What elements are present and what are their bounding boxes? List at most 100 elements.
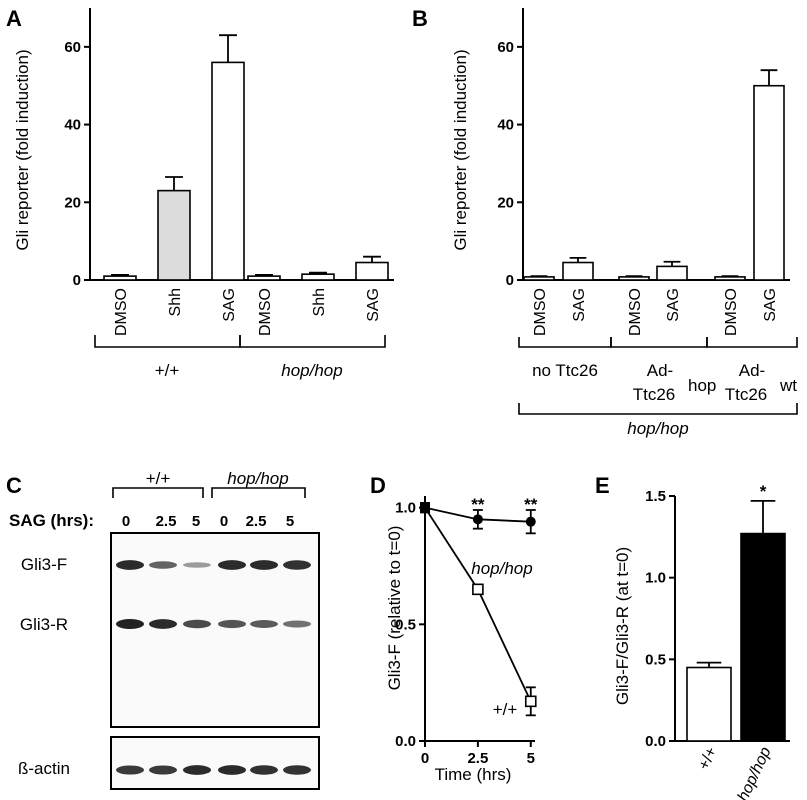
panel-a-category-label: SAG xyxy=(365,288,382,322)
panel-d-significance: ** xyxy=(524,495,538,514)
blot-sag-row-label: SAG (hrs): xyxy=(9,511,94,530)
blot-lane-label: 5 xyxy=(192,513,200,530)
blot-band-label: Gli3-F xyxy=(21,555,67,574)
panel-b-bar xyxy=(562,261,594,281)
panel-d-ytick-label: 0.5 xyxy=(395,616,416,633)
panel-e-category-label: +/+ xyxy=(695,745,720,773)
panel-e-category-label: hop/hop xyxy=(735,744,775,800)
panel-a-bar xyxy=(301,273,335,281)
panel-a-bar xyxy=(103,275,137,281)
panel-b-group-bracket xyxy=(706,337,798,348)
blot-band-label: ß-actin xyxy=(18,759,70,778)
panel-e-ytick-label: 1.0 xyxy=(645,570,666,587)
panel-b-ylabel: Gli reporter (fold induction) xyxy=(451,49,470,250)
panel-d-wt-line xyxy=(424,507,532,702)
panel-b-group-label: Ad- xyxy=(647,361,673,380)
panel-b-ytick-label: 60 xyxy=(497,39,514,56)
panel-b-chart: Gli reporter (fold induction) 0 20 40 60 DMS… xyxy=(451,8,798,438)
panel-a-bar xyxy=(157,189,191,281)
panel-b-category-label: SAG xyxy=(762,288,779,322)
panel-d-series-label: hop/hop xyxy=(471,559,532,578)
panel-b-category-label: SAG xyxy=(571,288,588,322)
panel-e-bar xyxy=(740,532,786,742)
panel-b-outer-group-label: hop/hop xyxy=(627,419,688,438)
blot-lane-label: 2.5 xyxy=(156,513,177,530)
blot-gli3r-band xyxy=(116,619,144,629)
blot-band-label: Gli3-R xyxy=(20,615,68,634)
blot-group-bracket xyxy=(112,487,204,498)
panel-b-category-label: DMSO xyxy=(627,288,644,336)
panel-d-xtick-label: 0 xyxy=(421,750,429,767)
panel-e-ytick-label: 1.5 xyxy=(645,488,666,505)
blot-lane-label: 5 xyxy=(286,513,294,530)
panel-b-outer-bracket xyxy=(518,403,798,415)
blot-gli3f-band xyxy=(218,560,246,570)
blot-gli3f-band xyxy=(183,562,211,568)
panel-b-category-label: DMSO xyxy=(532,288,549,336)
panel-b-ytick-label: 40 xyxy=(497,117,514,134)
panel-a-bar xyxy=(355,261,389,281)
panel-a-bar xyxy=(211,61,245,281)
panel-d-ylabel: Gli3-F (relative to t=0) xyxy=(385,526,404,691)
panel-b-bar xyxy=(753,84,785,281)
blot-lane-label: 0 xyxy=(122,513,130,530)
panel-b-bar xyxy=(523,276,555,281)
blot-actin-band xyxy=(250,765,278,775)
panel-label-b: B xyxy=(412,6,428,31)
panel-label-e: E xyxy=(595,473,610,498)
panel-b-ytick-label: 0 xyxy=(506,272,514,289)
blot-gli3f-band xyxy=(283,560,311,570)
panel-a-ytick-label: 20 xyxy=(64,194,81,211)
blot-actin-band xyxy=(283,765,311,775)
panel-label-d: D xyxy=(370,473,386,498)
blot-group-label: hop/hop xyxy=(227,469,288,488)
panel-e-ylabel: Gli3-F/Gli3-R (at t=0) xyxy=(613,547,632,705)
blot-lane-label: 0 xyxy=(220,513,228,530)
panel-d-wt-point xyxy=(472,583,484,596)
blot-actin-band xyxy=(149,765,177,775)
panel-e-bar xyxy=(686,666,732,742)
panel-d-origin-point xyxy=(420,502,430,513)
blot-gli3r-band xyxy=(283,620,311,628)
panel-c-blot: +/+ hop/hop SAG (hrs): 0 2.5 5 0 2.5 5 Gli3-F Gli3… xyxy=(9,469,320,790)
panel-d-hophop-point xyxy=(472,514,483,525)
panel-a-category-label: SAG xyxy=(221,288,238,322)
blot-lane-label: 2.5 xyxy=(246,513,267,530)
panel-d-hophop-point xyxy=(525,516,536,527)
panel-d-significance: ** xyxy=(471,495,485,514)
panel-b-category-label: SAG xyxy=(665,288,682,322)
panel-d-xlabel: Time (hrs) xyxy=(435,765,512,784)
panel-label-a: A xyxy=(6,6,22,31)
panel-d-ytick-label: 0.0 xyxy=(395,733,416,750)
panel-a-category-label: Shh xyxy=(311,288,328,316)
panel-b-group-bracket xyxy=(610,337,708,348)
panel-a-group-label: hop/hop xyxy=(281,361,342,380)
panel-a-bar xyxy=(247,275,281,281)
panel-d-series-label: +/+ xyxy=(493,700,518,719)
panel-b-ytick-label: 20 xyxy=(497,194,514,211)
blot-gli3r-band xyxy=(183,619,211,629)
blot-actin-band xyxy=(183,765,211,775)
blot-gli3r-band xyxy=(250,620,278,628)
panel-b-group-bracket xyxy=(518,337,612,348)
panel-b-group-label: Ttc26 xyxy=(725,385,768,404)
panel-b-group-superscript: hop xyxy=(688,376,716,395)
panel-b-category-label: DMSO xyxy=(723,288,740,336)
panel-a-category-label: DMSO xyxy=(113,288,130,336)
panel-a-chart: Gli reporter (fold induction) 0 20 40 60 DMS… xyxy=(13,8,394,380)
panel-a-ytick-label: 60 xyxy=(64,39,81,56)
blot-gli3r-band xyxy=(218,619,246,629)
panel-b-group-label: Ttc26 xyxy=(633,385,676,404)
panel-e-significance: * xyxy=(760,482,767,501)
blot-group-bracket xyxy=(211,487,306,498)
panel-d-xtick-label: 5 xyxy=(527,750,535,767)
blot-actin-band xyxy=(116,765,144,775)
panel-b-group-superscript: wt xyxy=(779,376,797,395)
blot-gli3f-band xyxy=(250,560,278,570)
panel-a-category-label: DMSO xyxy=(257,288,274,336)
panel-label-c: C xyxy=(6,473,22,498)
panel-b-bar xyxy=(618,276,650,281)
blot-gli3f-band xyxy=(116,560,144,570)
blot-gli3f-band xyxy=(149,561,177,569)
